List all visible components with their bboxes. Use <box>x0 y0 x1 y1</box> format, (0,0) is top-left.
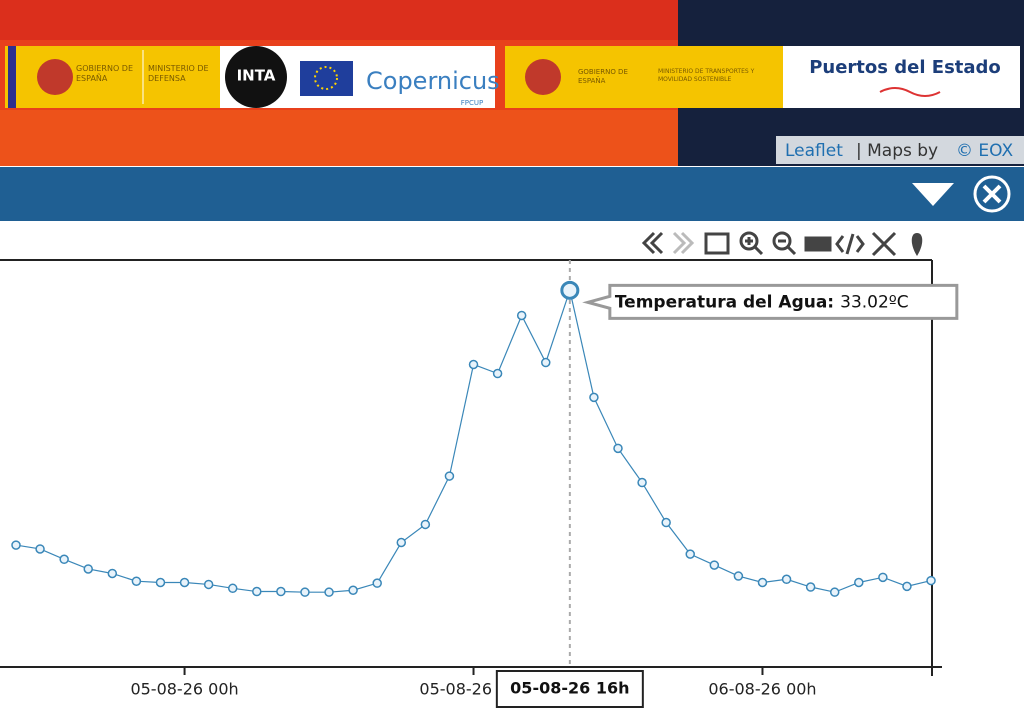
data-point <box>781 574 792 585</box>
attribution-text: | Maps by <box>856 141 938 161</box>
zoom-out-button[interactable] <box>772 231 792 251</box>
logo-flag <box>8 46 16 108</box>
x-tick-label: 05-08-26 00h <box>130 680 238 699</box>
data-point <box>516 310 527 321</box>
logo-text: Copernicus <box>366 67 500 95</box>
data-point <box>179 577 190 588</box>
calendar-button[interactable] <box>704 232 730 255</box>
data-point <box>733 571 744 581</box>
data-point <box>805 582 816 592</box>
logo-text: MINISTERIO DE DEFENSA <box>148 64 209 83</box>
eu-flag <box>300 61 353 96</box>
data-point <box>709 560 720 570</box>
highlight-point <box>560 280 580 300</box>
logo-text: GOBIERNO DE ESPAÑA <box>578 68 628 85</box>
data-point <box>829 587 840 597</box>
logo-wave <box>879 87 941 97</box>
data-point <box>131 576 142 586</box>
crosshair-label-box <box>495 670 644 708</box>
logo-text: GOBIERNO DE ESPAÑA <box>76 64 133 83</box>
data-point <box>227 583 238 594</box>
close-icon <box>982 184 1002 204</box>
crosshair-label: 05-08-26 16h <box>510 679 629 698</box>
logo-text: MINISTERIO DE TRANSPORTES Y MOVILIDAD SO… <box>658 68 755 83</box>
prev-button[interactable] <box>641 231 664 255</box>
logo-box <box>783 46 1020 108</box>
data-point <box>757 577 768 588</box>
attribution-link[interactable]: © EOX <box>956 141 1013 161</box>
toolbar <box>641 231 897 257</box>
data-point <box>372 578 382 588</box>
panel-header <box>0 167 1024 221</box>
logo-text: MINISTERIO DE DEFENSA <box>148 64 209 83</box>
fullscreen-button[interactable] <box>871 231 897 257</box>
data-point <box>59 554 69 565</box>
logo-text: MINISTERIO DE TRANSPORTES Y MOVILIDAD SO… <box>658 68 755 83</box>
data-point <box>878 572 888 583</box>
data-point <box>155 577 166 588</box>
series-line <box>15 288 932 593</box>
data-point <box>83 564 93 574</box>
tooltip-box <box>582 283 959 320</box>
inta-logo <box>225 46 287 108</box>
data-point <box>637 477 647 488</box>
data-point <box>468 359 479 370</box>
logo-text: INTA <box>237 67 276 85</box>
next-button[interactable] <box>672 231 695 255</box>
data-point <box>444 471 455 481</box>
x-tick-label: 06-08-26 00h <box>708 680 816 699</box>
zoom-out-icon <box>778 239 797 256</box>
attribution-link[interactable]: Leaflet <box>785 141 843 161</box>
close-button[interactable] <box>973 175 1011 213</box>
data-point <box>926 575 936 586</box>
attribution-box <box>776 136 1024 164</box>
logo-text: GOBIERNO DE ESPAÑA <box>578 68 628 85</box>
tooltip-value: 33.02ºC <box>840 292 909 312</box>
data-point <box>324 587 334 597</box>
logo-text: GOBIERNO DE ESPAÑA <box>76 64 133 83</box>
logo-crest <box>525 59 561 95</box>
zoom-in-button[interactable] <box>739 231 759 251</box>
logo-text: FPCUP <box>461 99 483 107</box>
logo-text: Puertos del Estado <box>809 57 1001 78</box>
collapse-button[interactable] <box>912 183 954 206</box>
data-point <box>420 519 431 530</box>
tooltip-text: Temperatura del Agua: 33.02ºC <box>615 292 909 312</box>
map-tiles <box>0 110 678 166</box>
data-point <box>685 549 695 559</box>
data-point <box>589 392 599 403</box>
location-button[interactable] <box>911 233 923 256</box>
map-tiles <box>0 0 678 40</box>
data-point <box>902 581 912 592</box>
data-point <box>396 537 407 548</box>
data-point <box>492 368 503 379</box>
data-point <box>276 586 286 597</box>
print-button[interactable] <box>804 236 832 252</box>
code-button[interactable] <box>835 233 865 255</box>
data-point <box>107 568 118 579</box>
data-point <box>613 443 623 454</box>
tooltip-series: Temperatura del Agua: <box>615 292 834 312</box>
data-point <box>35 544 45 554</box>
data-point <box>300 587 310 597</box>
data-point <box>348 585 358 595</box>
data-point <box>11 540 21 550</box>
zoom-in-icon <box>745 237 764 256</box>
data-point <box>854 577 864 588</box>
data-point <box>203 579 214 590</box>
logo-crest <box>37 59 73 95</box>
eu-stars <box>314 66 338 90</box>
data-point <box>541 357 551 368</box>
data-point <box>661 517 671 528</box>
data-point <box>252 586 262 597</box>
